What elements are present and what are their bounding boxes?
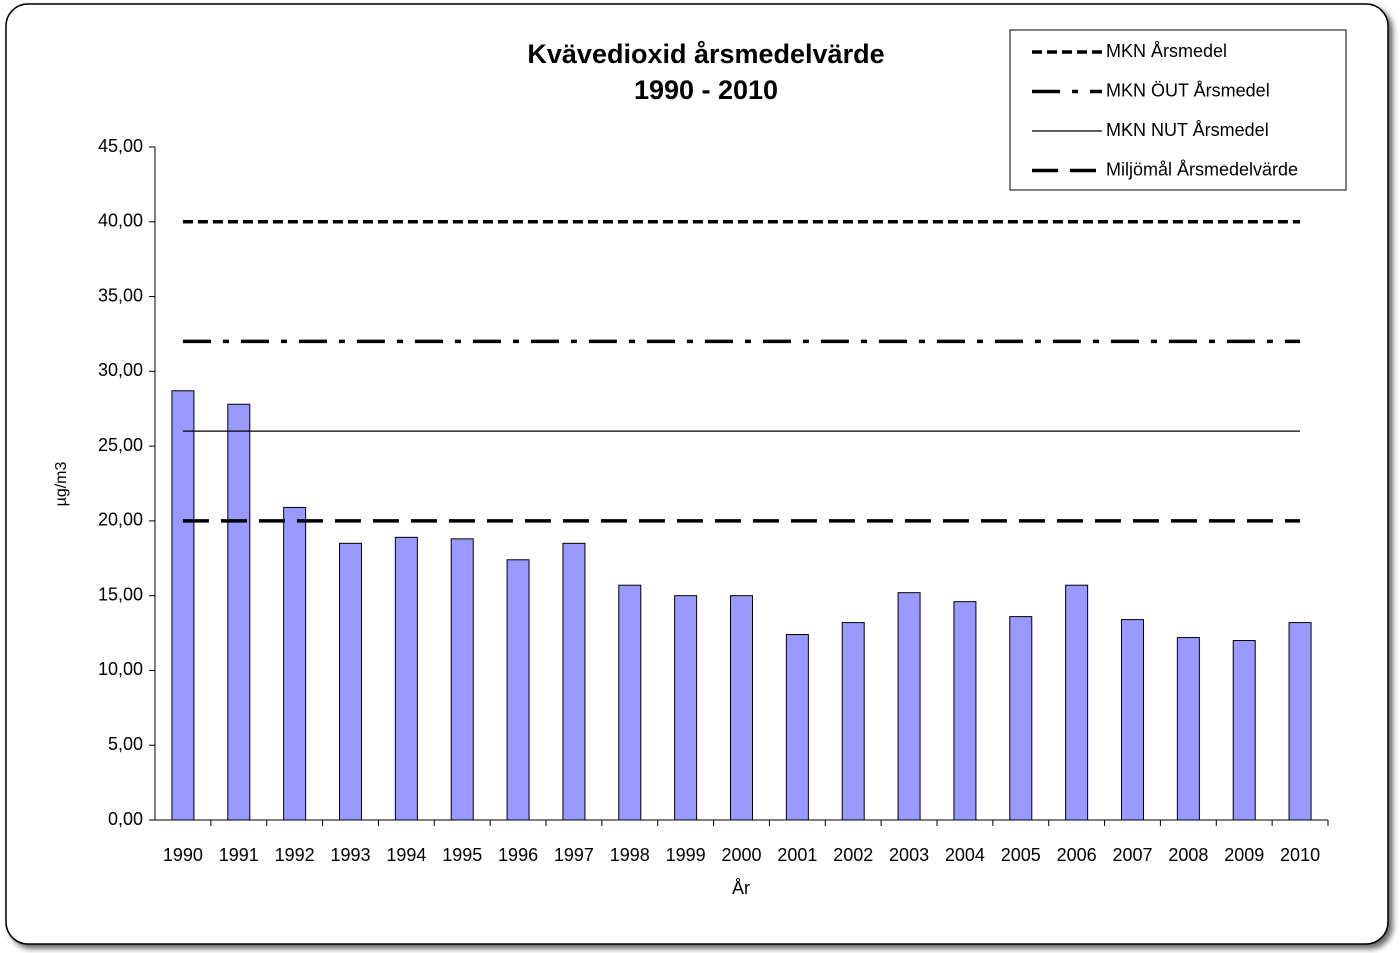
legend-box <box>1009 29 1347 191</box>
bar <box>674 595 698 821</box>
bar <box>1121 619 1144 821</box>
bar <box>841 622 865 821</box>
x-tick-label: 1997 <box>554 845 594 865</box>
x-tick-label: 1994 <box>386 845 426 865</box>
bar <box>171 390 195 821</box>
y-tick-label: 45,00 <box>98 136 143 156</box>
x-tick-label: 1992 <box>275 845 315 865</box>
x-tick-label: 2007 <box>1112 845 1152 865</box>
bar <box>562 542 586 821</box>
bar <box>1065 584 1089 821</box>
legend-label: MKN ÖUT Årsmedel <box>1106 80 1270 100</box>
x-tick-label: 2009 <box>1224 845 1264 865</box>
x-tick-label: 1999 <box>666 845 706 865</box>
x-tick-label: 1990 <box>163 845 203 865</box>
y-tick-label: 25,00 <box>98 435 143 455</box>
legend-label: MKN Årsmedel <box>1106 41 1227 61</box>
y-tick-label: 15,00 <box>98 584 143 604</box>
x-tick-label: 1996 <box>498 845 538 865</box>
y-tick-label: 20,00 <box>98 510 143 530</box>
x-tick-label: 2010 <box>1280 845 1320 865</box>
bar <box>953 601 977 821</box>
x-tick-label: 1995 <box>442 845 482 865</box>
y-axis-label: µg/m3 <box>53 462 70 507</box>
x-tick-label: 2006 <box>1057 845 1097 865</box>
bar <box>618 584 642 821</box>
bar <box>730 595 753 821</box>
x-tick-label: 1993 <box>330 845 370 865</box>
y-tick-label: 0,00 <box>108 809 143 829</box>
bar <box>1232 640 1256 821</box>
chart-title: Kvävedioxid årsmedelvärde <box>527 39 884 69</box>
legend-label: Miljömål Årsmedelvärde <box>1106 159 1298 179</box>
x-tick-label: 2002 <box>833 845 873 865</box>
chart-subtitle: 1990 - 2010 <box>634 75 778 105</box>
bar <box>1288 622 1312 821</box>
x-tick-label: 2008 <box>1168 845 1208 865</box>
x-tick-label: 2003 <box>889 845 929 865</box>
bar <box>339 542 362 821</box>
x-tick-label: 2005 <box>1001 845 1041 865</box>
x-tick-label: 2000 <box>721 845 761 865</box>
y-tick-label: 30,00 <box>98 360 143 380</box>
y-tick-label: 5,00 <box>108 734 143 754</box>
y-tick-label: 35,00 <box>98 285 143 305</box>
x-tick-label: 2001 <box>777 845 817 865</box>
bar <box>227 403 251 821</box>
bar <box>506 559 530 821</box>
bar <box>1009 616 1033 821</box>
x-axis-label: År <box>732 878 750 898</box>
x-tick-label: 1991 <box>219 845 259 865</box>
bar <box>450 538 474 821</box>
y-tick-label: 10,00 <box>98 659 143 679</box>
bar <box>1176 637 1200 821</box>
bar <box>394 536 418 821</box>
y-tick-label: 40,00 <box>98 211 143 231</box>
bar <box>897 592 921 821</box>
x-tick-label: 2004 <box>945 845 985 865</box>
bar <box>283 506 307 821</box>
legend-label: MKN NUT Årsmedel <box>1106 120 1269 140</box>
x-tick-label: 1998 <box>610 845 650 865</box>
bar <box>785 634 809 821</box>
